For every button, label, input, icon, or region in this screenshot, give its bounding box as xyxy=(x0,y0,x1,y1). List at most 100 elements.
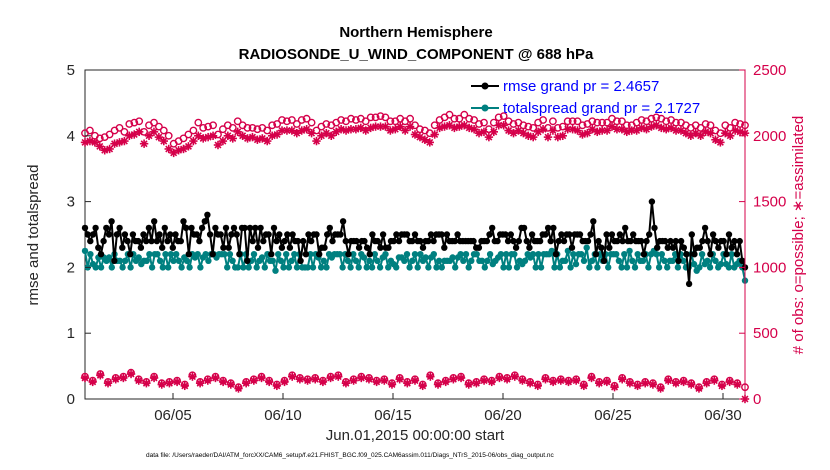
obs_day_assimilated-point xyxy=(456,373,466,383)
rmse-point xyxy=(677,237,685,245)
totalspread-point xyxy=(371,251,378,258)
totalspread-point xyxy=(148,264,156,271)
obs_day_assimilated-point xyxy=(479,376,489,385)
rmse-point xyxy=(113,231,121,238)
totalspread-point xyxy=(500,264,507,271)
x-tick-label: 06/05 xyxy=(154,407,192,424)
obs_possible-point xyxy=(253,125,262,134)
obs_assimilated-point xyxy=(208,131,218,140)
rmse-point xyxy=(720,237,727,245)
rmse-point xyxy=(425,237,432,245)
obs_possible-point xyxy=(696,124,705,132)
totalspread-point xyxy=(280,264,287,271)
legend-spread-marker xyxy=(481,104,489,112)
totalspread-point xyxy=(618,264,625,271)
rmse-point xyxy=(366,251,373,258)
rmse-point xyxy=(137,244,145,251)
legend-rmse-label: rmse grand pr = 2.4657 xyxy=(503,78,659,95)
totalspread-point xyxy=(173,251,180,258)
totalspread-point xyxy=(655,264,663,271)
rmse-point xyxy=(228,231,235,238)
rmse-point xyxy=(598,244,605,251)
rmse-point xyxy=(640,251,648,258)
left-y-tick-label: 3 xyxy=(67,194,75,211)
obs_possible-point xyxy=(519,121,528,130)
rmse-point xyxy=(566,231,573,238)
obs_possible-point xyxy=(381,113,390,122)
obs_day_assimilated-point xyxy=(226,380,236,389)
obs_assimilated-point xyxy=(218,136,228,146)
rmse-point xyxy=(374,237,381,245)
rmse-point xyxy=(576,231,584,238)
obs_day_assimilated-point xyxy=(311,375,320,384)
obs_day_assimilated-point xyxy=(234,384,243,393)
obs_day_assimilated-point xyxy=(725,377,734,387)
totalspread-point xyxy=(393,264,400,271)
rmse-point xyxy=(526,244,533,251)
totalspread-point xyxy=(680,257,687,264)
rmse-point xyxy=(669,244,677,251)
rmse-point xyxy=(643,237,650,245)
rmse-point xyxy=(172,231,179,238)
rmse-point xyxy=(116,224,123,232)
obs_possible-point xyxy=(287,116,296,124)
totalspread-point xyxy=(135,254,142,261)
totalspread-point xyxy=(272,267,279,274)
obs_assimilated-point xyxy=(538,125,548,134)
totalspread-point xyxy=(159,264,166,271)
rmse-point xyxy=(419,244,427,251)
obs_assimilated-point xyxy=(430,130,439,139)
totalspread-point xyxy=(414,264,421,271)
rmse-point xyxy=(121,231,129,238)
totalspread-point xyxy=(594,264,601,271)
rmse-point xyxy=(363,244,371,251)
obs_day_assimilated-point xyxy=(418,381,427,391)
rmse-point xyxy=(161,224,168,232)
totalspread-point xyxy=(465,264,472,271)
obs_possible-point xyxy=(563,117,572,126)
rmse-point xyxy=(345,251,352,258)
obs_assimilated-point xyxy=(312,136,321,146)
totalspread-point xyxy=(360,254,368,261)
x-tick-label: 06/30 xyxy=(704,407,742,424)
obs_day_assimilated-point xyxy=(564,377,573,387)
obs_assimilated-point xyxy=(159,136,169,146)
rmse-point xyxy=(520,224,528,232)
obs_possible-point xyxy=(263,126,272,135)
totalspread-point xyxy=(344,257,352,264)
totalspread-point xyxy=(291,251,298,258)
totalspread-point xyxy=(363,264,370,271)
rmse-point xyxy=(337,231,344,238)
obs_day_assimilated-point xyxy=(556,376,566,385)
obs_possible-point xyxy=(86,126,94,135)
right-y-tick-label: 500 xyxy=(753,325,778,342)
obs_possible-point xyxy=(347,114,355,123)
rmse-point xyxy=(504,237,512,245)
totalspread-point xyxy=(170,257,177,264)
totalspread-point xyxy=(167,251,175,258)
totalspread-point xyxy=(283,251,290,258)
obs_assimilated-point xyxy=(139,139,149,148)
rmse-point xyxy=(129,231,137,238)
rmse-point xyxy=(712,237,719,245)
obs_day_assimilated-point xyxy=(142,379,151,388)
obs_assimilated-point xyxy=(622,127,631,137)
totalspread-point xyxy=(105,254,113,261)
rmse-point xyxy=(159,244,166,251)
obs_day_assimilated-point xyxy=(602,377,612,387)
obs_possible-point xyxy=(598,118,607,127)
rmse-point xyxy=(672,237,679,245)
totalspread-point xyxy=(481,264,488,271)
obs_possible-point xyxy=(406,114,414,123)
obs_possible-point xyxy=(292,120,301,128)
totalspread-point xyxy=(537,264,545,271)
right-y-axis: 0 500 1000 1500 2000 2500 xyxy=(739,62,786,408)
totalspread-point xyxy=(425,264,432,271)
obs_day_assimilated-point xyxy=(288,372,297,381)
obs_possible-point xyxy=(647,114,656,123)
obs_possible-point xyxy=(706,121,715,130)
totalspread-point xyxy=(706,264,714,271)
rmse-point xyxy=(603,231,610,238)
obs_day_assimilated-point xyxy=(702,379,711,388)
rmse-point xyxy=(321,244,328,251)
